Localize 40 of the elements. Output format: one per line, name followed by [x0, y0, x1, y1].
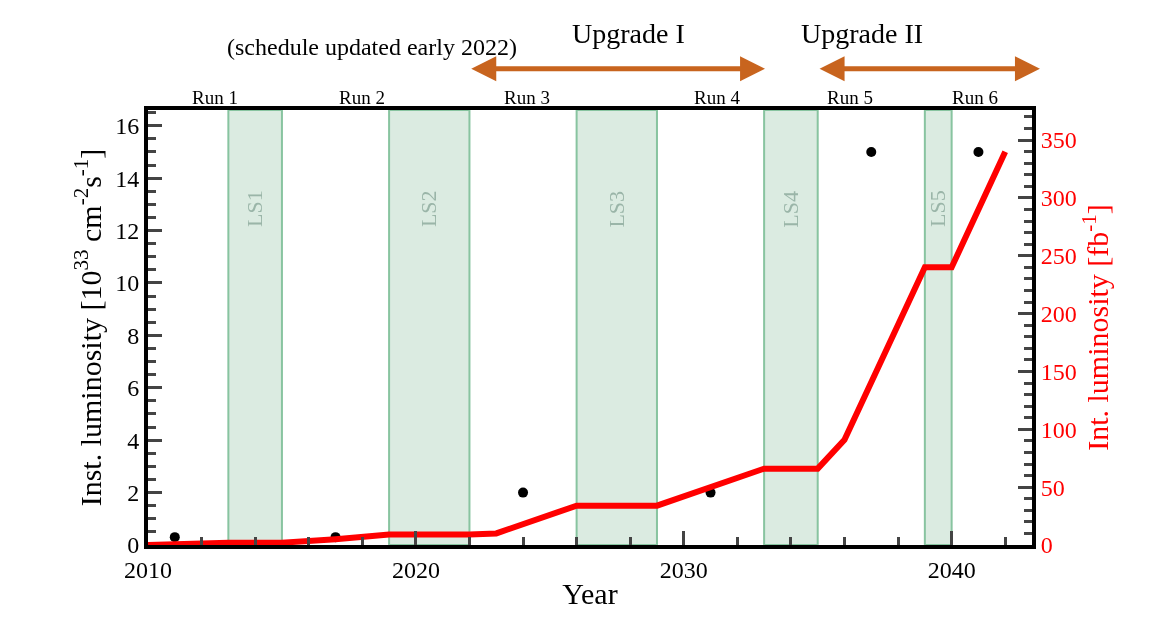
y-tick-label: 10	[115, 270, 140, 297]
text: Upgrade I	[572, 18, 685, 49]
x-tick-label: 2030	[659, 556, 708, 583]
text: Run 2	[339, 87, 385, 108]
point	[169, 532, 180, 543]
y2-tick-label: 0	[1040, 532, 1053, 559]
text: Upgrade II	[801, 18, 924, 49]
x-tick-label: 2020	[391, 556, 440, 583]
point	[518, 487, 529, 498]
text: Run 1	[192, 87, 238, 108]
y-tick-label: 0	[127, 532, 140, 559]
x-axis-title: Year	[562, 576, 618, 610]
point	[973, 146, 984, 157]
text: Run 6	[952, 87, 998, 108]
text: (schedule updated early 2022)	[227, 34, 517, 60]
x-tick-label: 2040	[927, 556, 976, 583]
y2-tick-label: 150	[1040, 358, 1077, 385]
point	[866, 146, 877, 157]
y2-tick-label: 250	[1040, 243, 1077, 270]
y-tick-label: 4	[127, 427, 140, 454]
y2-tick-label: 100	[1040, 416, 1077, 443]
band-label: LS1	[242, 190, 268, 227]
band-label: LS4	[778, 191, 804, 228]
x-tick-label: 2010	[124, 556, 172, 583]
band-label: LS3	[603, 190, 629, 228]
y-tick-label: 2	[127, 479, 140, 506]
text: Run 3	[504, 87, 550, 108]
y-tick-label: 12	[115, 217, 140, 244]
y-tick-label: 8	[127, 322, 140, 349]
text: Run 5	[827, 87, 873, 108]
y-tick-label: 6	[127, 375, 140, 402]
y2-tick-label: 50	[1040, 474, 1065, 501]
y2-tick-label: 350	[1040, 127, 1077, 154]
y-tick-label: 16	[115, 113, 140, 140]
y2-tick-label: 300	[1040, 185, 1077, 212]
y2-tick-label: 200	[1040, 301, 1077, 328]
y-tick-label: 14	[115, 165, 140, 192]
band-label: LS5	[925, 190, 951, 228]
band-label: LS2	[416, 190, 442, 228]
text: Run 4	[694, 87, 741, 108]
